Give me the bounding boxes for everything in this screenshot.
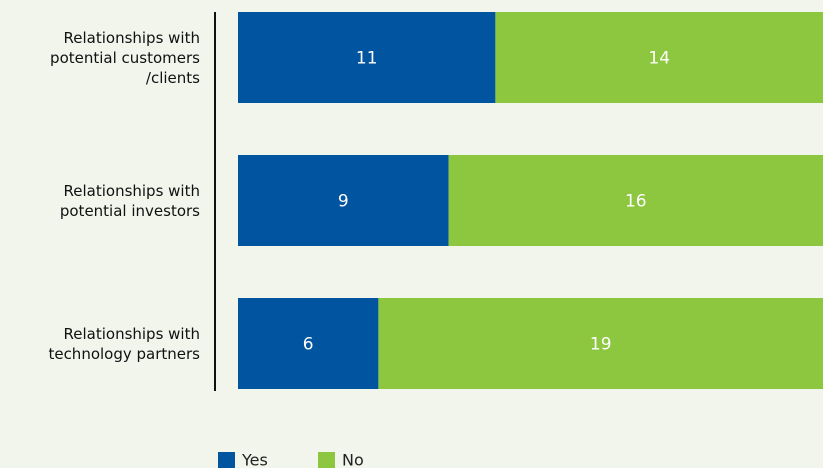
legend-label: Yes [241,451,268,468]
legend-swatch [318,452,335,468]
bar-segment [238,298,379,389]
value-label: 14 [648,49,670,69]
legend-swatch [218,452,235,468]
category-label: Relationships with technology partners [48,324,200,363]
category-label: Relationships with potential customers /… [50,28,200,87]
value-label: 9 [338,192,349,212]
value-label: 19 [590,335,612,355]
category-label: Relationships with potential investors [59,181,200,220]
bar-segment [448,155,823,246]
bar-segment [238,12,496,103]
bar-segment [378,298,823,389]
bar-segment [238,155,449,246]
value-label: 6 [303,335,314,355]
legend-label: No [342,451,364,468]
value-label: 16 [625,192,647,212]
value-label: 11 [356,49,378,69]
bar-segment [495,12,823,103]
